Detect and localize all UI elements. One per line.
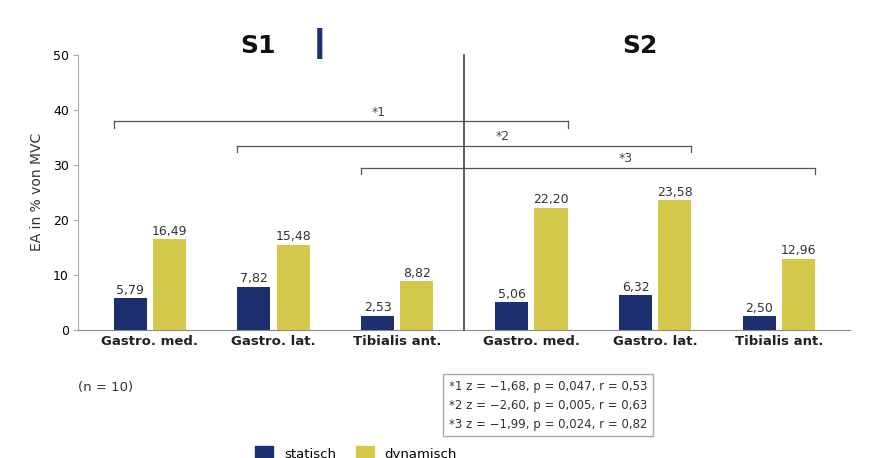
Text: 15,48: 15,48 xyxy=(276,230,311,243)
Text: ❙: ❙ xyxy=(307,28,332,60)
Bar xyxy=(619,295,652,330)
Text: 2,50: 2,50 xyxy=(746,302,773,315)
Bar xyxy=(535,208,568,330)
Bar xyxy=(113,298,146,330)
Bar xyxy=(782,258,815,330)
Text: 12,96: 12,96 xyxy=(780,244,816,257)
Bar xyxy=(276,245,310,330)
Text: 5,79: 5,79 xyxy=(116,284,144,297)
Bar xyxy=(658,200,691,330)
Y-axis label: EA in % von MVC: EA in % von MVC xyxy=(31,133,44,251)
Text: S1: S1 xyxy=(241,34,276,58)
Text: 7,82: 7,82 xyxy=(240,273,268,285)
Text: *3: *3 xyxy=(619,153,633,165)
Text: *1: *1 xyxy=(371,106,385,119)
Text: 6,32: 6,32 xyxy=(622,281,650,294)
Text: S2: S2 xyxy=(622,34,657,58)
Bar xyxy=(237,287,270,330)
Text: 16,49: 16,49 xyxy=(152,225,187,238)
Text: *1 z = −1,68, p = 0,047, r = 0,53
*2 z = −2,60, p = 0,005, r = 0,63
*3 z = −1,99: *1 z = −1,68, p = 0,047, r = 0,53 *2 z =… xyxy=(449,380,648,431)
Bar xyxy=(153,239,186,330)
Text: 8,82: 8,82 xyxy=(403,267,431,280)
Legend: statisch, dynamisch: statisch, dynamisch xyxy=(255,446,457,458)
Text: 22,20: 22,20 xyxy=(533,193,569,207)
Bar xyxy=(361,316,394,330)
Bar xyxy=(743,316,776,330)
Text: (n = 10): (n = 10) xyxy=(78,381,133,393)
Text: 2,53: 2,53 xyxy=(364,301,392,315)
Text: 5,06: 5,06 xyxy=(498,288,526,300)
Text: *2: *2 xyxy=(495,131,509,143)
Bar xyxy=(495,302,528,330)
Text: 23,58: 23,58 xyxy=(657,186,692,199)
Bar xyxy=(400,281,433,330)
